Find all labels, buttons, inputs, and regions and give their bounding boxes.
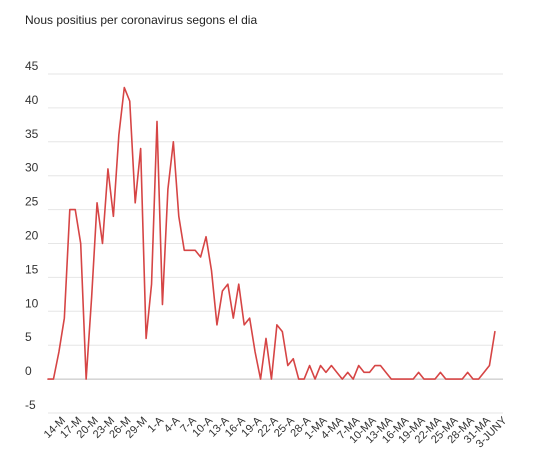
y-tick-label: 10 bbox=[25, 296, 39, 310]
y-tick-label: 0 bbox=[25, 364, 32, 378]
y-tick-label: -5 bbox=[25, 398, 36, 412]
y-tick-label: 40 bbox=[25, 93, 39, 107]
chart-title: Nous positius per coronavirus segons el … bbox=[25, 13, 258, 27]
y-tick-label: 25 bbox=[25, 195, 39, 209]
gridlines bbox=[48, 73, 503, 414]
y-tick-label: 45 bbox=[25, 59, 39, 73]
series-layer bbox=[47, 86, 496, 380]
y-tick-label: 15 bbox=[25, 262, 39, 276]
x-axis-ticks: 14-M17-M20-M23-M26-M29-M1-A4-A7-A10-A13-… bbox=[42, 414, 510, 450]
series-line bbox=[47, 86, 496, 380]
y-tick-label: 5 bbox=[25, 330, 32, 344]
y-tick-label: 35 bbox=[25, 127, 39, 141]
y-tick-label: 20 bbox=[25, 229, 39, 243]
y-axis-ticks: -5 0 5 10 15 20 25 30 35 40 45 bbox=[25, 59, 39, 412]
y-tick-label: 30 bbox=[25, 161, 39, 175]
